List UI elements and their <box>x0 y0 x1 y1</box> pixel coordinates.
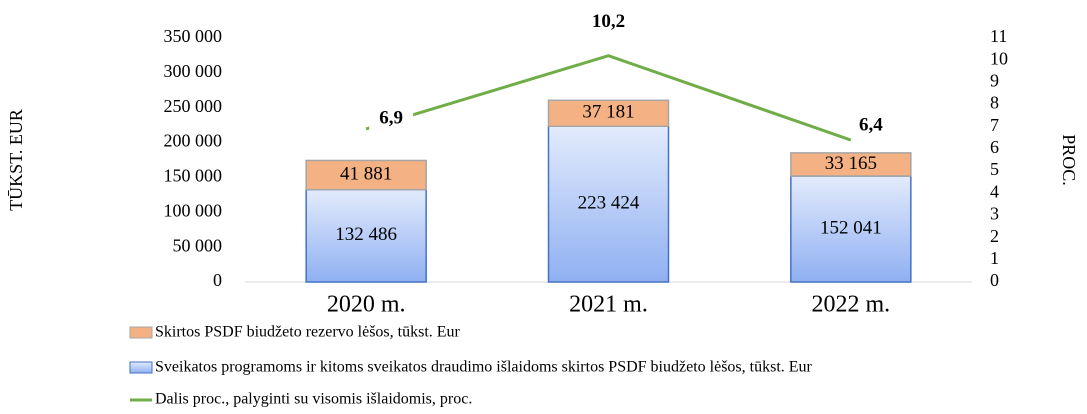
y2-tick-label: 1 <box>990 248 999 268</box>
label-bg <box>369 107 414 130</box>
y2-tick-label: 10 <box>990 48 1008 68</box>
y2-tick-label: 0 <box>990 270 999 290</box>
legend-label: Dalis proc., palyginti su visomis išlaid… <box>155 391 472 408</box>
bar-segment <box>790 152 912 177</box>
data-label: 41 881 <box>340 163 392 184</box>
y-axis-title: TŪKST. EUR <box>6 109 26 211</box>
y2-tick-label: 5 <box>990 159 999 179</box>
bar-segment <box>305 159 427 191</box>
y-tick-label: 50 000 <box>173 235 223 255</box>
y-tick-label: 100 000 <box>164 200 223 220</box>
y2-tick-label: 11 <box>990 26 1007 46</box>
y-tick-label: 200 000 <box>164 131 223 151</box>
y2-tick-label: 8 <box>990 93 999 113</box>
bar-segment <box>305 188 427 283</box>
y2-axis-title: PROC. <box>1059 134 1079 186</box>
line <box>365 54 852 142</box>
y2-tick-label: 7 <box>990 115 999 135</box>
legend-swatch <box>129 361 153 374</box>
line-label: 6,9 <box>379 107 403 128</box>
legend-label: Sveikatos programoms ir kitoms sveikatos… <box>155 359 813 376</box>
y2-tick-label: 2 <box>990 226 999 246</box>
data-label: 37 181 <box>582 102 634 123</box>
data-label: 132 486 <box>335 224 397 245</box>
data-label: 223 424 <box>578 192 640 213</box>
label-bg <box>848 115 893 138</box>
y2-tick-label: 3 <box>990 204 999 224</box>
bar-segment <box>547 99 670 127</box>
line-label: 10,2 <box>592 11 625 32</box>
y-tick-label: 350 000 <box>164 26 223 46</box>
y-tick-label: 250 000 <box>164 96 223 116</box>
y-tick-label: 0 <box>213 270 222 290</box>
data-label: 152 041 <box>820 217 882 238</box>
x-tick-label: 2022 m. <box>811 292 890 318</box>
legend-swatch <box>129 326 153 339</box>
x-tick-label: 2021 m. <box>569 292 648 318</box>
y-tick-label: 150 000 <box>164 166 223 186</box>
y-tick-label: 300 000 <box>164 61 223 81</box>
bar-segment <box>547 125 670 283</box>
data-label: 33 165 <box>825 153 877 174</box>
x-tick-label: 2020 m. <box>327 292 406 318</box>
line-label: 6,4 <box>859 114 883 135</box>
label-bg <box>586 11 631 34</box>
y2-tick-label: 9 <box>990 70 999 90</box>
y2-tick-label: 6 <box>990 137 999 157</box>
y2-tick-label: 4 <box>990 181 999 201</box>
legend-label: Skirtos PSDF biudžeto rezervo lėšos, tūk… <box>155 324 461 341</box>
